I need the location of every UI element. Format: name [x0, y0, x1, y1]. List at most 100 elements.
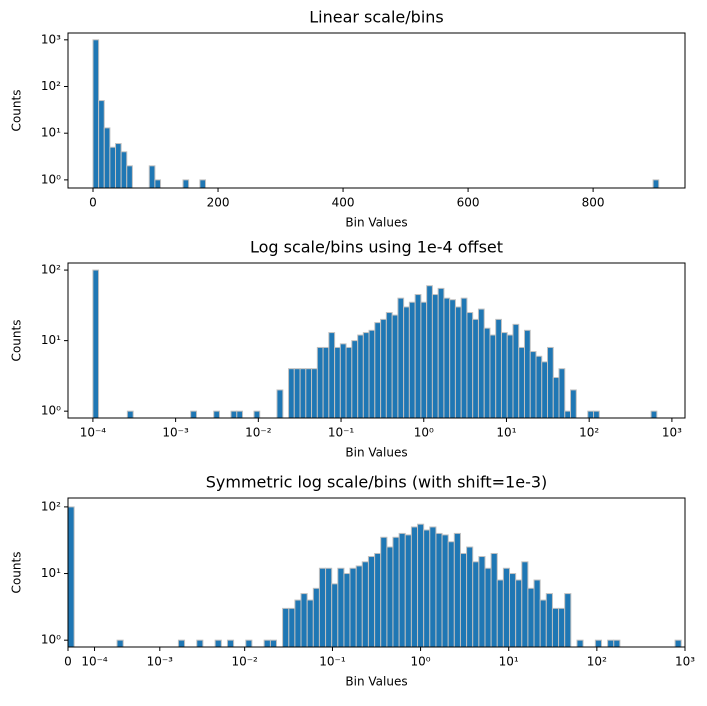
y-tick-label: 10⁰ [41, 404, 61, 418]
bar [276, 389, 284, 419]
x-tick-label: 10⁻³ [147, 655, 174, 669]
bar [236, 410, 244, 419]
panel: Linear scale/bins Bin Values Counts 0 200 400… [10, 8, 686, 230]
bar [408, 301, 416, 419]
x-tick-label: 10³ [662, 426, 682, 440]
y-tick-label: 10¹ [41, 126, 61, 140]
bar [182, 179, 190, 189]
bar [472, 561, 480, 648]
bar [541, 361, 549, 419]
y-axis-label: Counts [10, 552, 24, 594]
x-tick-label: 0 [64, 655, 72, 669]
bar [441, 534, 449, 648]
bar [177, 639, 186, 648]
bar [214, 639, 222, 648]
bar [305, 368, 313, 419]
bar [518, 346, 525, 419]
bar [512, 323, 520, 419]
bar [331, 583, 339, 648]
bar [483, 327, 491, 419]
bar [368, 329, 376, 419]
x-tick-label: 10⁻¹ [328, 426, 355, 440]
y-tick-label: 10² [41, 79, 61, 93]
bar [466, 312, 474, 419]
bar [564, 410, 572, 419]
bar [385, 312, 393, 419]
y-tick-label: 10¹ [41, 333, 61, 347]
bar [325, 567, 333, 648]
bar [587, 410, 595, 419]
bar [154, 179, 162, 189]
bar [294, 599, 302, 648]
bar [230, 410, 238, 419]
bar [453, 532, 461, 648]
y-tick-label: 10⁰ [41, 172, 61, 186]
bar [116, 639, 124, 648]
axes-frame [67, 32, 686, 189]
y-tick-label: 10² [41, 263, 61, 277]
bar [477, 308, 485, 419]
bar [374, 322, 382, 419]
bar [343, 573, 351, 648]
bar [431, 294, 439, 419]
bar [380, 318, 387, 419]
panel: Log scale/bins using 1e-4 offset Bin Valu… [10, 238, 686, 460]
bar [392, 536, 400, 648]
bar [500, 332, 508, 419]
bar [115, 143, 122, 189]
bar [351, 340, 359, 419]
bar [339, 343, 347, 419]
bar [98, 100, 105, 189]
bar [460, 297, 468, 419]
bar [423, 529, 431, 648]
bar [226, 639, 235, 648]
bar [674, 639, 682, 648]
bar [386, 546, 394, 648]
x-tick-label: 10¹ [499, 655, 519, 669]
bar [652, 179, 660, 189]
x-tick-label: 0 [89, 196, 97, 210]
bar [420, 301, 428, 419]
bar [506, 334, 514, 419]
bar [564, 593, 572, 648]
bar [509, 573, 517, 648]
bar [288, 368, 295, 419]
bar [593, 410, 600, 419]
bar [527, 587, 535, 648]
bar [92, 39, 100, 189]
bar [447, 541, 455, 648]
x-tick-label: 10⁻² [231, 655, 258, 669]
bar [466, 546, 474, 648]
bar [120, 151, 128, 189]
y-tick-label: 10⁰ [41, 633, 61, 647]
x-axis-label: Bin Values [345, 216, 407, 230]
x-tick-label: 10² [579, 426, 599, 440]
bar [361, 561, 369, 648]
bar [535, 355, 543, 419]
bar [417, 523, 425, 648]
bar [594, 639, 603, 648]
bar [92, 269, 100, 419]
bar [558, 368, 566, 419]
bar [67, 506, 75, 648]
bar [650, 410, 658, 419]
bar [349, 567, 357, 648]
chart-title: Linear scale/bins [309, 8, 444, 27]
bar [299, 368, 307, 419]
bar [414, 294, 422, 419]
bar [126, 165, 133, 189]
bar [311, 368, 318, 419]
bar [410, 526, 419, 648]
bar [318, 567, 327, 648]
bar [245, 639, 253, 648]
bar [613, 639, 621, 648]
bar [300, 593, 308, 648]
bar [293, 368, 301, 419]
bar [607, 639, 615, 648]
x-tick-label: 10¹ [496, 426, 516, 440]
bar [380, 536, 388, 648]
bar [213, 410, 220, 419]
bar [576, 639, 584, 648]
bar [196, 639, 204, 648]
bar [533, 579, 541, 648]
